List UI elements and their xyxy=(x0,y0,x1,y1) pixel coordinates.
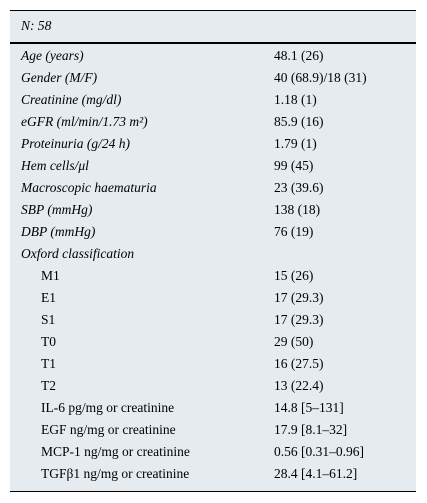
row-value: 48.1 (26) xyxy=(274,48,324,63)
table-row: EGF ng/mg or creatinine 17.9 [8.1–32] xyxy=(10,419,416,441)
row-label: T2 xyxy=(41,378,56,393)
table-row: Creatinine (mg/dl) 1.18 (1) xyxy=(10,89,416,111)
table-row: Oxford classification xyxy=(10,243,416,265)
row-value: 16 (27.5) xyxy=(274,356,324,371)
row-label: Creatinine (mg/dl) xyxy=(21,92,122,107)
table-row: M1 15 (26) xyxy=(10,265,416,287)
row-label: SBP (mmHg) xyxy=(21,202,93,217)
row-label: Gender (M/F) xyxy=(21,70,98,85)
row-label: Proteinuria (g/24 h) xyxy=(21,136,130,151)
table-row: Proteinuria (g/24 h) 1.79 (1) xyxy=(10,133,416,155)
top-rule xyxy=(10,10,416,11)
row-value: 13 (22.4) xyxy=(274,378,324,393)
row-label: T1 xyxy=(41,356,56,371)
table-row: MCP-1 ng/mg or creatinine 0.56 [0.31–0.96… xyxy=(10,441,416,463)
row-label: TGFβ1 ng/mg or creatinine xyxy=(41,466,190,481)
row-value: 85.9 (16) xyxy=(274,114,324,129)
table-row: Hem cells/μl 99 (45) xyxy=(10,155,416,177)
bottom-rule xyxy=(10,491,416,492)
row-label: Hem cells/μl xyxy=(21,158,89,173)
row-label: T0 xyxy=(41,334,56,349)
row-value: 17.9 [8.1–32] xyxy=(274,422,348,437)
patient-characteristics-table: N: 58 Age (years) 48.1 (26) Gender (M/F) 40… xyxy=(10,10,416,492)
row-label: EGF ng/mg or creatinine xyxy=(41,422,176,437)
table-row: T2 13 (22.4) xyxy=(10,375,416,397)
table-row: T0 29 (50) xyxy=(10,331,416,353)
row-value: 76 (19) xyxy=(274,224,314,239)
header-rule xyxy=(10,42,416,44)
row-label: Macroscopic haematuria xyxy=(21,180,157,195)
row-label: IL-6 pg/mg or creatinine xyxy=(41,400,175,415)
row-value: 17 (29.3) xyxy=(274,290,324,305)
row-value: 1.18 (1) xyxy=(274,92,317,107)
row-value: 28.4 [4.1–61.2] xyxy=(274,466,358,481)
row-label: Oxford classification xyxy=(21,246,135,261)
row-value: 23 (39.6) xyxy=(274,180,324,195)
table-row: T1 16 (27.5) xyxy=(10,353,416,375)
row-value: 17 (29.3) xyxy=(274,312,324,327)
row-label: DBP (mmHg) xyxy=(21,224,96,239)
row-value: 40 (68.9)/18 (31) xyxy=(274,70,367,85)
table-row: Gender (M/F) 40 (68.9)/18 (31) xyxy=(10,67,416,89)
row-label: M1 xyxy=(41,268,60,283)
row-label: eGFR (ml/min/1.73 m²) xyxy=(21,114,148,129)
row-value: 1.79 (1) xyxy=(274,136,317,151)
table-row: E1 17 (29.3) xyxy=(10,287,416,309)
table-row: SBP (mmHg) 138 (18) xyxy=(10,199,416,221)
table-row: S1 17 (29.3) xyxy=(10,309,416,331)
row-value: 99 (45) xyxy=(274,158,314,173)
table-body: Age (years) 48.1 (26) Gender (M/F) 40 (68.9… xyxy=(10,45,416,485)
row-value: 14.8 [5–131] xyxy=(274,400,344,415)
table-row: TGFβ1 ng/mg or creatinine 28.4 [4.1–61.2] xyxy=(10,463,416,485)
row-value: 29 (50) xyxy=(274,334,314,349)
table-row: DBP (mmHg) 76 (19) xyxy=(10,221,416,243)
row-value: 0.56 [0.31–0.96] xyxy=(274,444,364,459)
table-row: Age (years) 48.1 (26) xyxy=(10,45,416,67)
row-value: 15 (26) xyxy=(274,268,314,283)
table-row: Macroscopic haematuria 23 (39.6) xyxy=(10,177,416,199)
row-label: Age (years) xyxy=(21,48,84,63)
table-row: eGFR (ml/min/1.73 m²) 85.9 (16) xyxy=(10,111,416,133)
row-value: 138 (18) xyxy=(274,202,321,217)
row-label: MCP-1 ng/mg or creatinine xyxy=(41,444,190,459)
row-label: E1 xyxy=(41,290,56,305)
table-row: IL-6 pg/mg or creatinine 14.8 [5–131] xyxy=(10,397,416,419)
row-label: S1 xyxy=(41,312,56,327)
table-header: N: 58 xyxy=(21,18,52,33)
